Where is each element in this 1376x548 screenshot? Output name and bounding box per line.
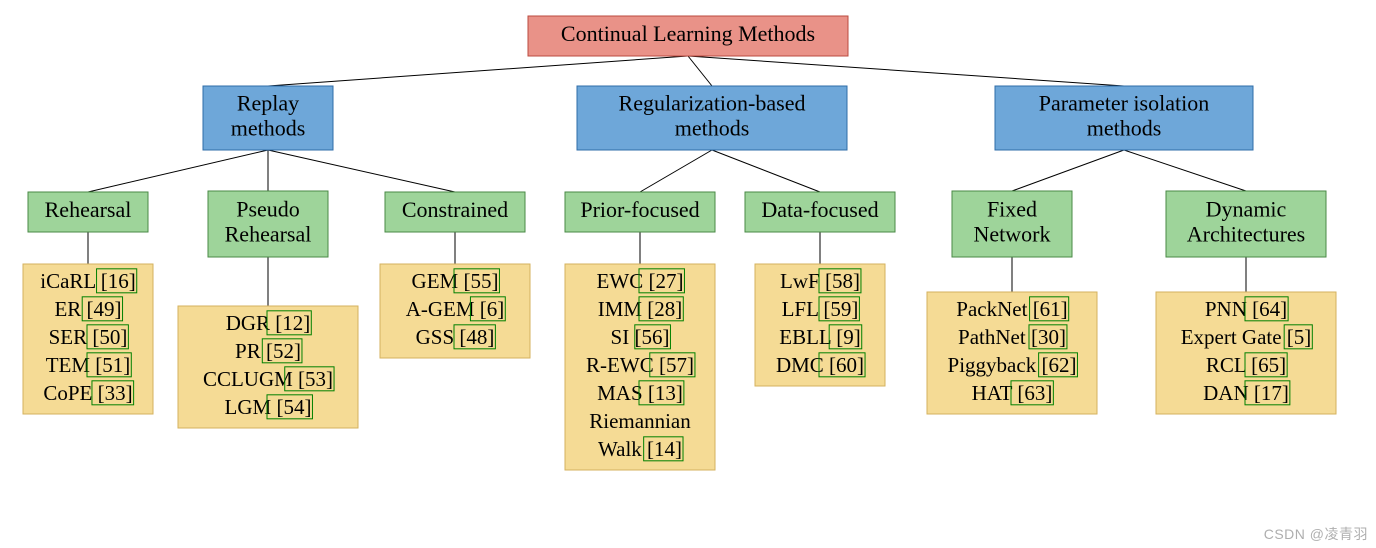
subcategory-label-prior: Prior-focused (580, 197, 699, 222)
citation-ref-box (87, 325, 128, 349)
citation-ref-box (1245, 297, 1288, 321)
citation-ref-box (639, 381, 684, 405)
citation-ref-box (635, 325, 671, 349)
citation-ref-box (644, 437, 683, 461)
tree-diagram: Continual Learning Methods Replaymethods R… (0, 0, 1376, 548)
tree-edge (712, 150, 820, 192)
citation-ref-box (639, 269, 684, 293)
tree-edge (1124, 150, 1246, 191)
subcategory-label-rehearsal: Rehearsal (45, 197, 132, 222)
citation-ref-box (1039, 353, 1078, 377)
subcategory-label-pseudo: PseudoRehearsal (225, 196, 312, 246)
citation-ref-box (87, 353, 131, 377)
tree-edge (268, 56, 688, 86)
citation-ref-box (639, 297, 683, 321)
citation-ref-box (1245, 381, 1290, 405)
tree-edge (268, 150, 455, 192)
category-label-replay: Replaymethods (231, 90, 306, 140)
citation-ref-box (650, 353, 695, 377)
citation-ref-box (97, 269, 137, 293)
citation-ref-box (819, 353, 865, 377)
root-label: Continual Learning Methods (561, 21, 815, 46)
tree-edge (688, 56, 712, 86)
citation-ref-box (1284, 325, 1312, 349)
citation-ref-box (819, 269, 861, 293)
citation-ref-box (1011, 381, 1053, 405)
citation-ref-box (470, 297, 505, 321)
citation-ref-box (1029, 325, 1067, 349)
watermark: CSDN @凌青羽 (1264, 524, 1368, 544)
citation-ref-box (1245, 353, 1287, 377)
citation-ref-box (267, 395, 312, 419)
tree-edge (688, 56, 1124, 86)
citation-ref-box (92, 381, 134, 405)
citation-ref-box (1030, 297, 1069, 321)
tree-edge (88, 150, 268, 192)
citation-ref-box (267, 311, 311, 335)
citation-ref-box (82, 297, 122, 321)
citation-ref-box (454, 269, 499, 293)
tree-edge (640, 150, 712, 192)
subcategory-label-datafoc: Data-focused (761, 197, 878, 222)
citation-ref-box (454, 325, 495, 349)
citation-ref-box (819, 297, 859, 321)
subcategory-label-constrained: Constrained (402, 197, 508, 222)
citation-ref-box (829, 325, 862, 349)
leaf-item-text: Riemannian (589, 409, 691, 433)
citation-ref-box (285, 367, 334, 391)
tree-edge (1012, 150, 1124, 191)
citation-ref-box (262, 339, 302, 363)
